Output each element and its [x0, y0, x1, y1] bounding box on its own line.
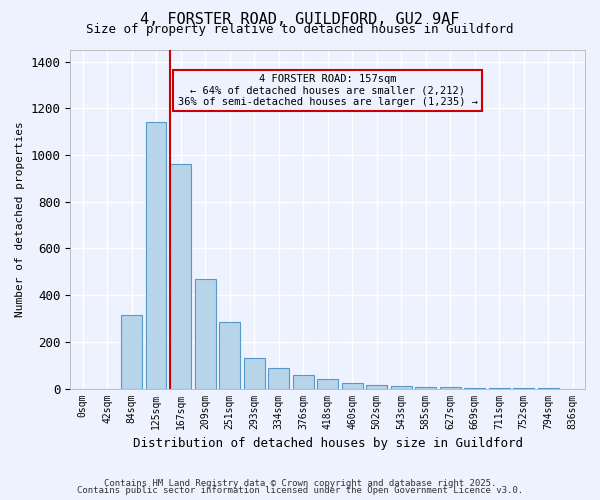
Bar [342, 382, 362, 388]
Bar [293, 374, 314, 388]
Y-axis label: Number of detached properties: Number of detached properties [15, 122, 25, 317]
Text: Contains public sector information licensed under the Open Government Licence v3: Contains public sector information licen… [77, 486, 523, 495]
Bar [194, 279, 215, 388]
Bar [268, 368, 289, 388]
Bar [146, 122, 166, 388]
X-axis label: Distribution of detached houses by size in Guildford: Distribution of detached houses by size … [133, 437, 523, 450]
Bar [415, 386, 436, 388]
Bar [170, 164, 191, 388]
Bar [366, 385, 387, 388]
Bar [317, 379, 338, 388]
Text: Size of property relative to detached houses in Guildford: Size of property relative to detached ho… [86, 22, 514, 36]
Text: 4, FORSTER ROAD, GUILDFORD, GU2 9AF: 4, FORSTER ROAD, GUILDFORD, GU2 9AF [140, 12, 460, 28]
Bar [244, 358, 265, 388]
Text: 4 FORSTER ROAD: 157sqm
← 64% of detached houses are smaller (2,212)
36% of semi-: 4 FORSTER ROAD: 157sqm ← 64% of detached… [178, 74, 478, 107]
Bar [219, 322, 240, 388]
Text: Contains HM Land Registry data © Crown copyright and database right 2025.: Contains HM Land Registry data © Crown c… [104, 478, 496, 488]
Bar [391, 386, 412, 388]
Bar [121, 315, 142, 388]
